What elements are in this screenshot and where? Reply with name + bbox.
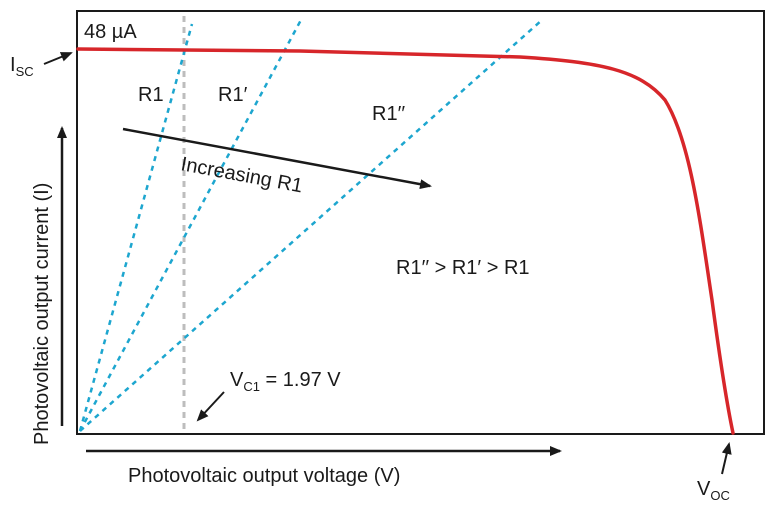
voc-arrow	[721, 442, 732, 475]
vc1-arrow	[196, 391, 225, 422]
load-line-r1-prime	[78, 17, 304, 432]
load-line-r1-double-prime	[79, 19, 543, 432]
voc-label: VOC	[697, 478, 730, 503]
current-label: 48 µA	[84, 21, 137, 43]
resistance-inequality: R1′′ > R1′ > R1	[396, 257, 530, 279]
r1-double-prime-label: R1′′	[372, 103, 405, 125]
r1-prime-label: R1′	[218, 84, 248, 106]
vc1-label: VC1 = 1.97 V	[230, 369, 341, 394]
increasing-r1-arrow	[122, 127, 432, 190]
isc-arrow	[43, 52, 73, 65]
r1-label: R1	[138, 84, 164, 106]
iv-curve	[76, 47, 735, 435]
load-line-r1	[78, 23, 194, 432]
y-axis-label: Photovoltaic output current (I)	[31, 183, 53, 445]
isc-label: ISC	[10, 54, 34, 79]
plot-frame	[76, 10, 765, 435]
x-axis-label: Photovoltaic output voltage (V)	[128, 465, 400, 487]
